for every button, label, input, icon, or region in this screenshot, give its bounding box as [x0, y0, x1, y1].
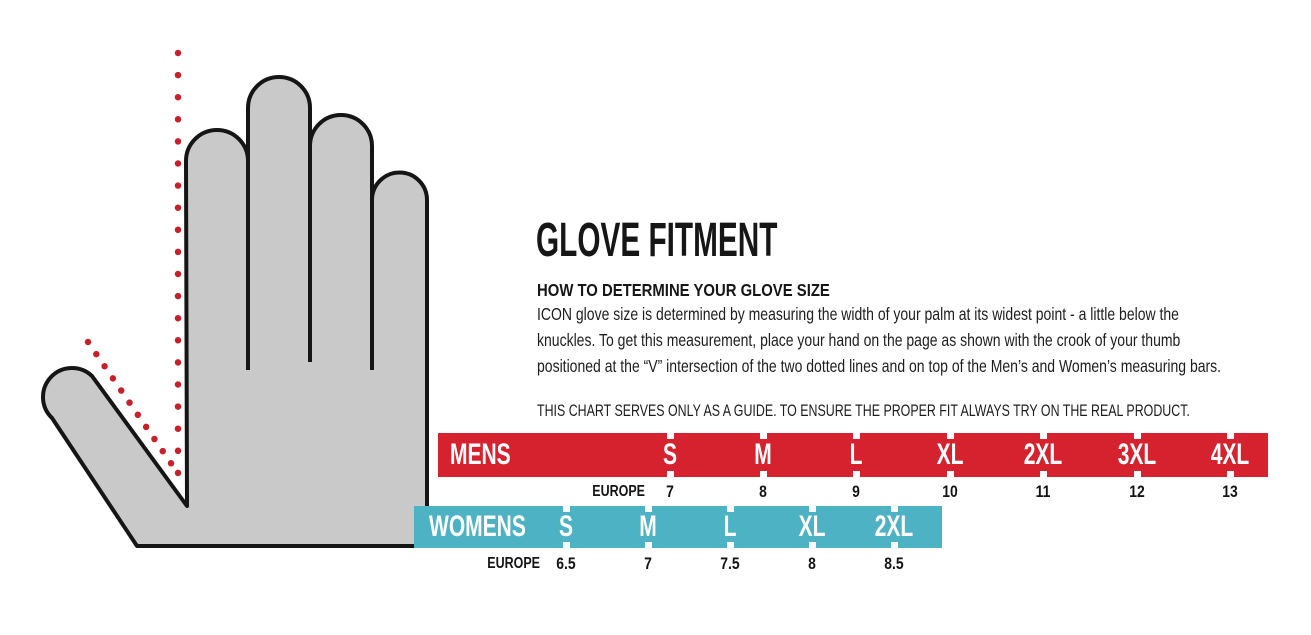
- womens-size-xl: XL: [798, 510, 826, 543]
- mens-europe-value: 13: [1222, 482, 1238, 501]
- tick-mark: [727, 542, 734, 548]
- mens-size-bar: MENS S M L XL 2XL 3XL 4XL: [438, 433, 1268, 477]
- womens-europe-value: 8.5: [884, 554, 904, 573]
- mens-size-4xl: 4XL: [1210, 438, 1250, 471]
- instructions-line: knuckles. To get this measurement, place…: [537, 330, 1181, 350]
- mens-europe-label: EUROPE: [592, 483, 645, 500]
- tick-mark: [667, 471, 674, 477]
- tick-mark: [891, 542, 898, 548]
- mens-size-l: L: [849, 438, 863, 471]
- tick-mark: [947, 433, 954, 439]
- tick-mark: [947, 471, 954, 477]
- mens-europe-value: 9: [852, 482, 860, 501]
- mens-europe-value: 10: [942, 482, 958, 501]
- mens-europe-value: 8: [759, 482, 767, 501]
- womens-europe-value: 7.5: [720, 554, 740, 573]
- womens-size-s: S: [558, 510, 573, 543]
- womens-size-2xl: 2XL: [874, 510, 914, 543]
- womens-size-m: M: [639, 510, 657, 543]
- instructions-line: ICON glove size is determined by measuri…: [537, 304, 1179, 324]
- tick-mark: [809, 542, 816, 548]
- instructions-line: positioned at the “V” intersection of th…: [537, 356, 1222, 376]
- mens-size-3xl: 3XL: [1117, 438, 1157, 471]
- tick-mark: [1134, 471, 1141, 477]
- tick-mark: [1227, 471, 1234, 477]
- tick-mark: [853, 471, 860, 477]
- womens-europe-value: 8: [808, 554, 816, 573]
- womens-size-bar: WOMENS S M L XL 2XL: [414, 506, 942, 548]
- mens-europe-value: 12: [1129, 482, 1145, 501]
- mens-bar-label: MENS: [450, 438, 511, 471]
- mens-size-m: M: [754, 438, 772, 471]
- hand-outline: [41, 75, 429, 548]
- instructions-paragraph: ICON glove size is determined by measuri…: [537, 301, 1221, 379]
- womens-europe-value: 7: [644, 554, 652, 573]
- finger-separator-lines: [246, 144, 374, 370]
- tick-mark: [1227, 433, 1234, 439]
- mens-size-2xl: 2XL: [1023, 438, 1063, 471]
- tick-mark: [667, 433, 674, 439]
- mens-europe-value: 11: [1035, 482, 1051, 501]
- tick-mark: [563, 542, 570, 548]
- mens-size-xl: XL: [936, 438, 964, 471]
- section-subtitle: HOW TO DETERMINE YOUR GLOVE SIZE: [537, 280, 830, 300]
- tick-mark: [1040, 471, 1047, 477]
- tick-mark: [645, 506, 652, 512]
- womens-size-l: L: [723, 510, 737, 543]
- tick-mark: [1134, 433, 1141, 439]
- mens-europe-value: 7: [666, 482, 674, 501]
- tick-mark: [809, 506, 816, 512]
- tick-mark: [727, 506, 734, 512]
- womens-bar-label: WOMENS: [429, 510, 526, 543]
- dotted-diagonal-measure-line: [84, 338, 181, 476]
- tick-mark: [563, 506, 570, 512]
- womens-europe-label: EUROPE: [487, 555, 540, 572]
- page-title: GLOVE FITMENT: [536, 214, 778, 267]
- tick-mark: [645, 542, 652, 548]
- tick-mark: [1040, 433, 1047, 439]
- guide-disclaimer: THIS CHART SERVES ONLY AS A GUIDE. TO EN…: [537, 401, 1190, 420]
- mens-size-s: S: [662, 438, 677, 471]
- tick-mark: [760, 471, 767, 477]
- tick-mark: [891, 506, 898, 512]
- tick-mark: [853, 433, 860, 439]
- womens-europe-value: 6.5: [556, 554, 576, 573]
- tick-mark: [760, 433, 767, 439]
